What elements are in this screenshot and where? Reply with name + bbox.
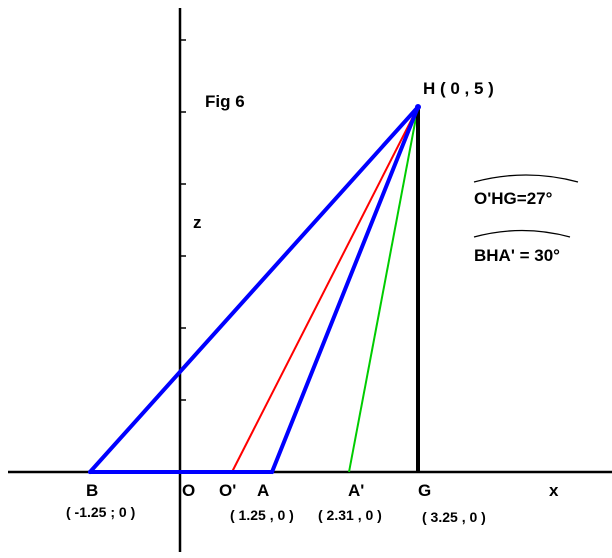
angle-ohg-label: O'HG=27° [474, 189, 553, 208]
z-axis-ticks [180, 39, 186, 401]
point-b-label: B [86, 481, 98, 500]
point-a-coord: ( 1.25 , 0 ) [230, 507, 294, 523]
point-h [415, 104, 421, 110]
line-o-prime-h [231, 106, 419, 473]
point-o-prime-label: O' [219, 481, 236, 500]
angle-bha-hat [473, 229, 571, 238]
point-g-label: G [418, 481, 431, 500]
line-b-h [88, 105, 420, 474]
angle-bha-label: BHA' = 30° [474, 246, 560, 265]
z-axis-label: z [193, 213, 202, 232]
point-g-coord: ( 3.25 , 0 ) [422, 509, 486, 525]
triangle-bha [88, 105, 420, 474]
point-b-coord: ( -1.25 ; 0 ) [66, 504, 135, 520]
line-a-prime-h [348, 106, 419, 473]
figure-title: Fig 6 [205, 92, 245, 111]
point-a-prime-label: A' [348, 481, 364, 500]
angle-ohg-hat [473, 174, 579, 183]
point-a-label: A [257, 481, 269, 500]
point-a-prime-coord: ( 2.31 , 0 ) [318, 507, 382, 523]
point-h-label: H ( 0 , 5 ) [423, 79, 494, 98]
x-axis-label: x [549, 481, 559, 500]
point-o-label: O [182, 481, 195, 500]
line-a-h [270, 105, 420, 474]
